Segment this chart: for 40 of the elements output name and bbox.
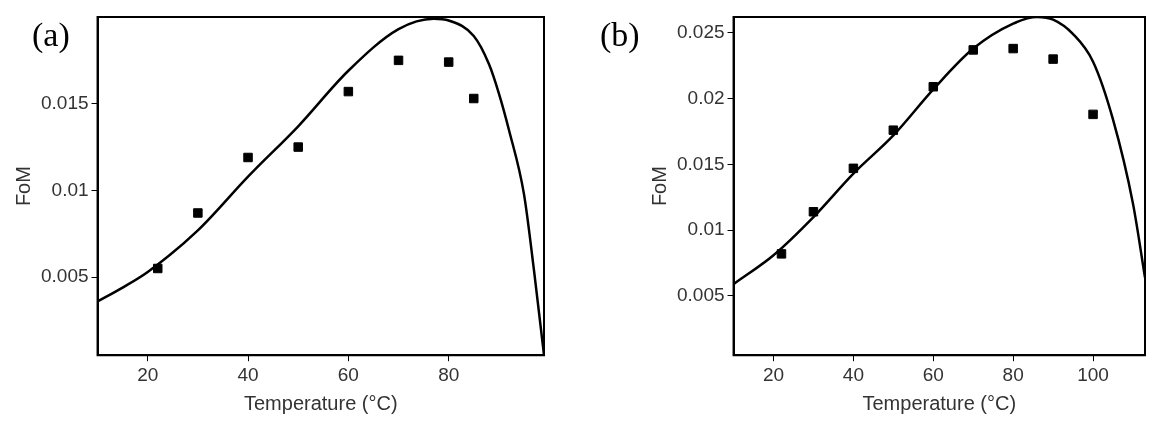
y-tick-label: 0.005 (677, 284, 725, 306)
point (1008, 43, 1018, 54)
point (469, 93, 479, 104)
x-tick-label: 60 (922, 363, 944, 385)
y-tick-label: 0.01 (51, 178, 89, 200)
x-tick-label: 60 (337, 363, 359, 385)
x-tick-label: 20 (137, 363, 159, 385)
x-axis-title: Temperature (°C) (243, 391, 398, 414)
x-tick-label: 80 (1002, 363, 1024, 385)
point (193, 208, 203, 218)
x-tick-label: 40 (842, 363, 864, 385)
point (153, 263, 163, 274)
point (888, 125, 899, 135)
point (848, 163, 859, 174)
point (776, 249, 787, 259)
point (393, 55, 404, 66)
x-tick-label: 100 (1077, 363, 1109, 385)
point (1088, 109, 1098, 120)
point (243, 152, 253, 163)
y-axis-title: FoM (11, 166, 34, 207)
point (808, 207, 819, 217)
chart-title: (a) (32, 15, 70, 54)
point (443, 57, 454, 67)
point (928, 82, 939, 92)
point (1048, 54, 1058, 64)
x-tick-label: 20 (762, 363, 785, 385)
x-tick-label: 40 (237, 363, 259, 385)
point (343, 86, 354, 97)
y-tick-label: 0.015 (41, 91, 89, 113)
y-axis-title: FoM (647, 166, 670, 207)
y-tick-label: 0.025 (677, 21, 725, 43)
y-tick-label: 0.02 (687, 86, 725, 108)
y-tick-label: 0.01 (687, 218, 725, 240)
x-tick-label: 80 (438, 363, 460, 385)
x-axis-title: Temperature (°C) (862, 391, 1017, 414)
chart-title: (b) (600, 15, 640, 54)
y-tick-label: 0.015 (677, 152, 725, 174)
point (293, 142, 303, 152)
point (968, 45, 978, 55)
y-tick-label: 0.005 (41, 265, 89, 287)
